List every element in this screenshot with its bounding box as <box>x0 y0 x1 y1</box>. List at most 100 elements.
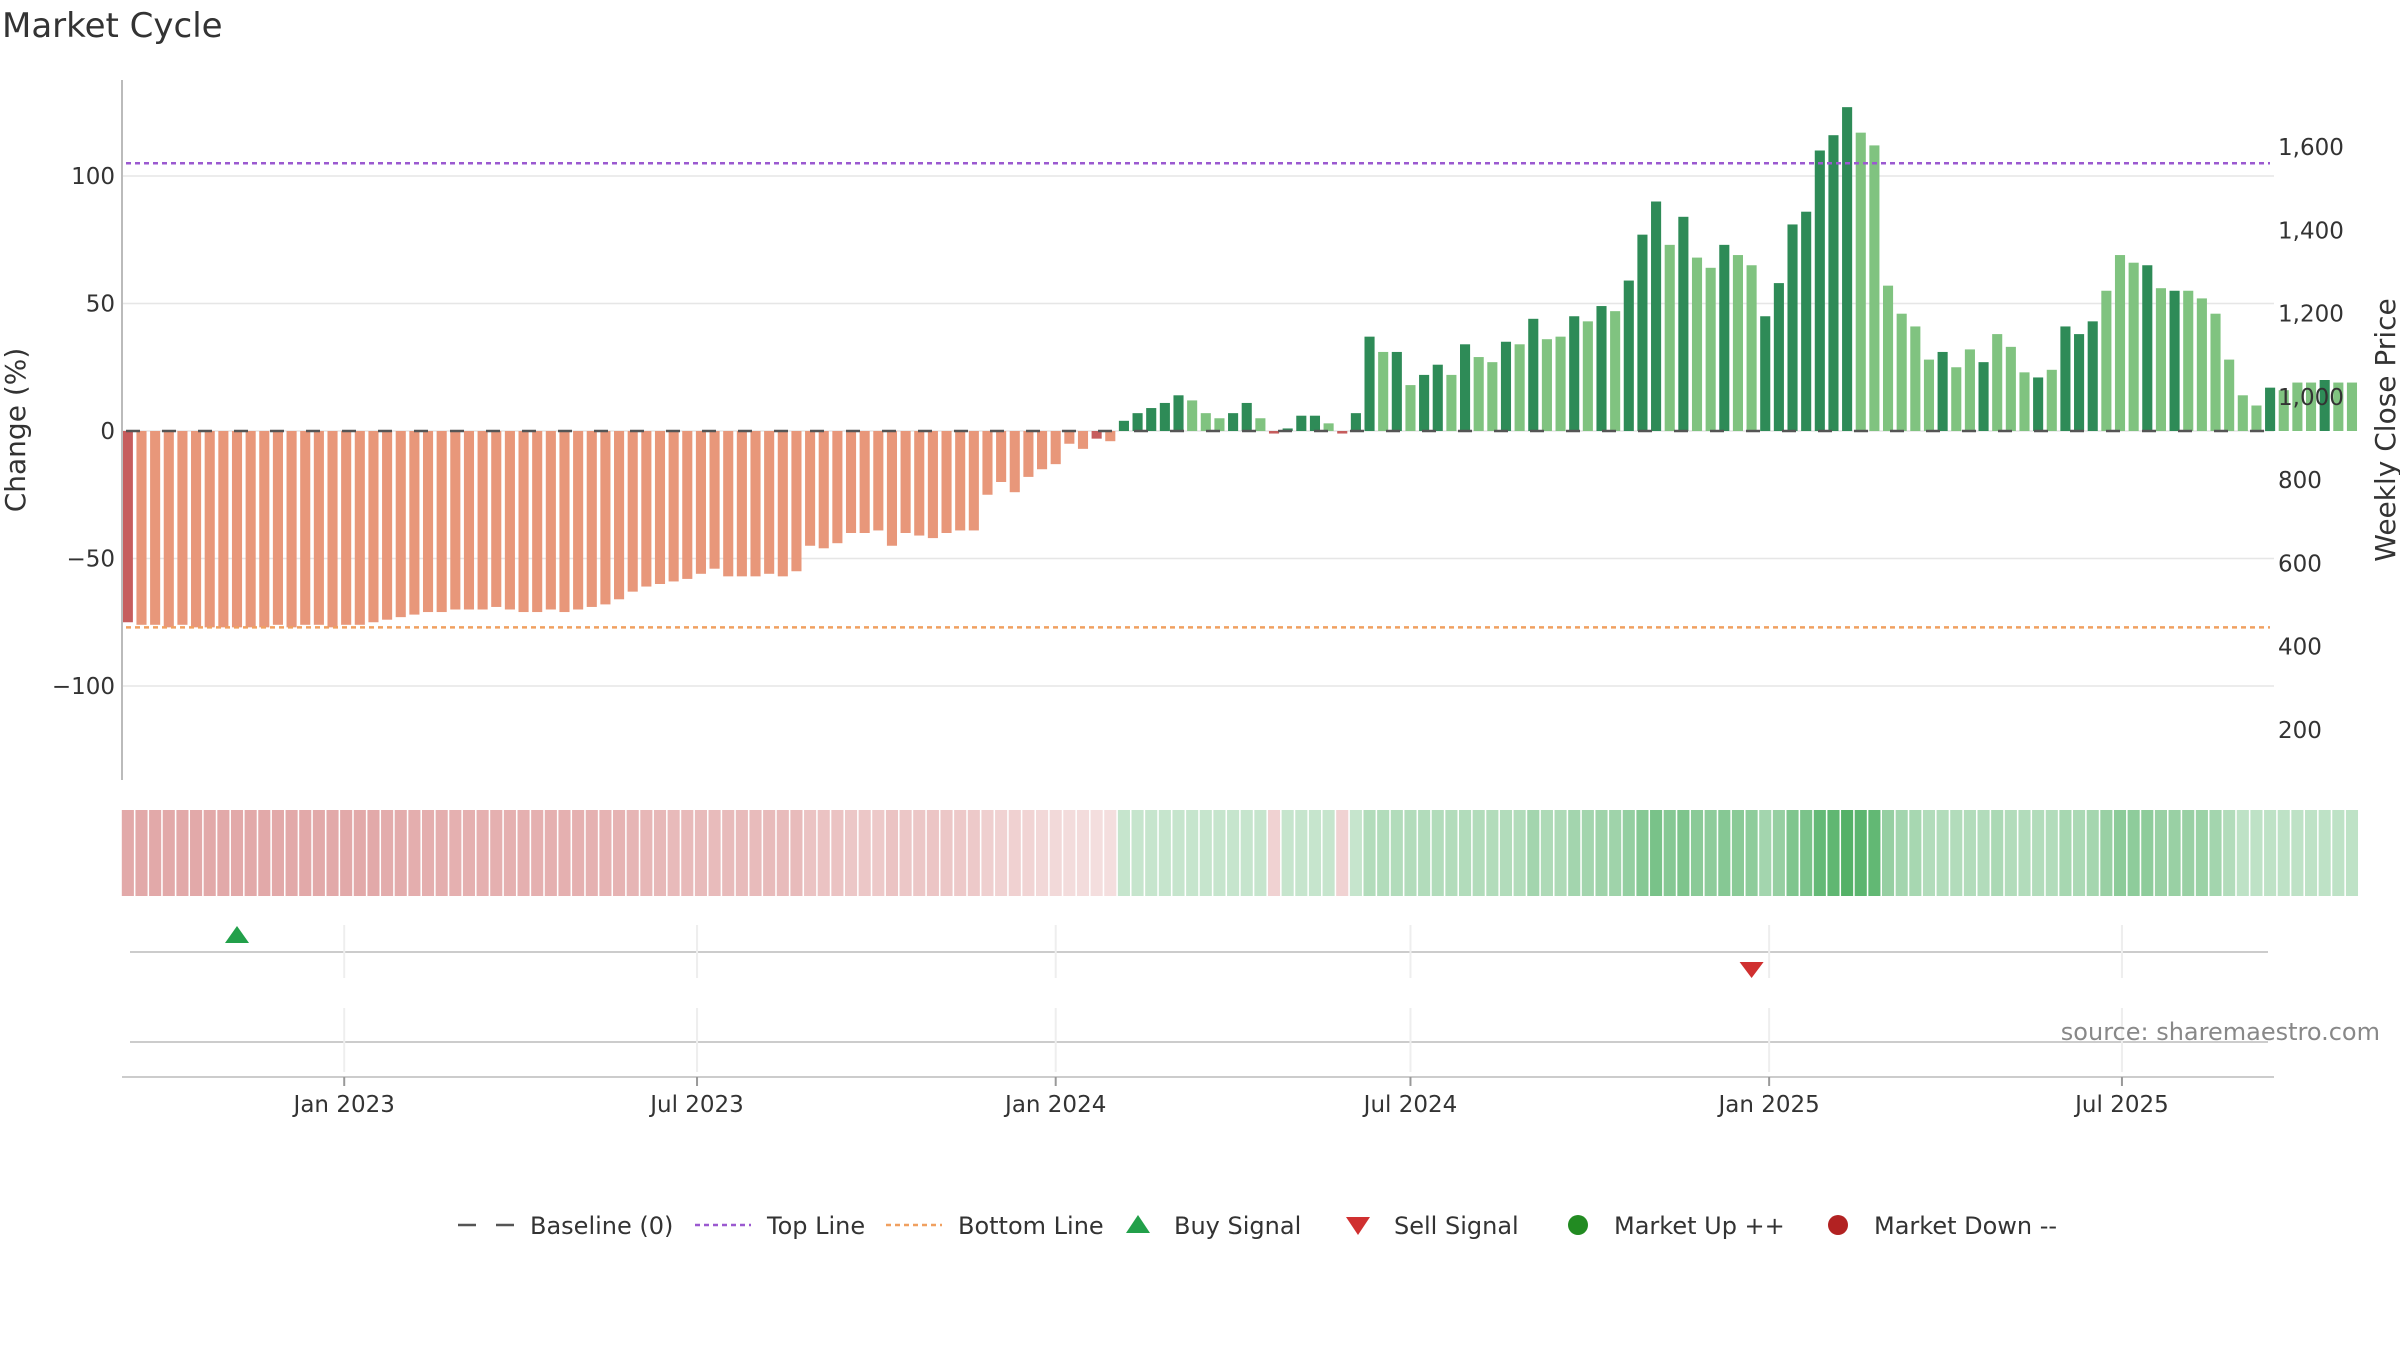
sell-signal-marker <box>1739 962 1764 978</box>
x-tick-label: Jul 2024 <box>1362 1092 1458 1118</box>
bar <box>1023 431 1034 477</box>
bar <box>1896 313 1907 431</box>
strip-cell <box>1800 810 1813 896</box>
strip-cell <box>1049 810 1062 896</box>
bar <box>1391 351 1402 431</box>
bar <box>354 431 365 625</box>
strip-cell <box>1472 810 1485 896</box>
strip-cell <box>2086 810 2099 896</box>
strip-cell <box>435 810 448 896</box>
strip-cell <box>2318 810 2331 896</box>
strip-cell <box>1063 810 1076 896</box>
strip-cell <box>203 810 216 896</box>
bar <box>1009 431 1020 493</box>
bar <box>2019 372 2030 431</box>
bar <box>1596 306 1607 431</box>
bar <box>177 431 188 625</box>
strip-cell <box>653 810 667 896</box>
legend-buy-swatch <box>1126 1215 1150 1233</box>
bar <box>1118 420 1129 431</box>
legend-item-up: Market Up ++ <box>1568 1212 1785 1240</box>
bar <box>1746 265 1757 431</box>
strip-cell <box>1745 810 1758 896</box>
bar <box>532 431 543 613</box>
bar <box>1296 415 1307 431</box>
strip-cell <box>1663 810 1676 896</box>
strip-cell <box>749 810 762 896</box>
strip-cell <box>1459 810 1472 896</box>
bar <box>463 431 475 610</box>
bar <box>1964 349 1975 431</box>
bar <box>750 431 761 577</box>
strip-cell <box>1527 810 1540 896</box>
strip-cell <box>135 810 148 896</box>
strip-cell <box>2345 810 2359 896</box>
bar <box>859 431 870 533</box>
bar <box>272 431 283 625</box>
strip-cell <box>681 810 694 896</box>
buy-signal-marker <box>225 926 250 943</box>
bar <box>1077 431 1089 449</box>
strip-cell <box>421 810 435 896</box>
strip-cell <box>967 810 980 896</box>
y-tick-label: −50 <box>66 547 115 573</box>
strip-cell <box>2236 810 2249 896</box>
bar <box>2251 405 2262 431</box>
strip-cell <box>2250 810 2263 896</box>
strip-cell <box>1540 810 1553 896</box>
bar <box>1187 400 1198 431</box>
strip-cell <box>585 810 598 896</box>
strip-cell <box>2100 810 2113 896</box>
bar <box>1050 431 1061 465</box>
strip-cell <box>299 810 312 896</box>
bar <box>2046 369 2057 431</box>
strip-cell <box>517 810 530 896</box>
bar <box>2033 377 2044 431</box>
bar <box>2060 326 2071 431</box>
bar <box>545 431 556 610</box>
bar <box>2278 390 2289 431</box>
bar <box>2005 346 2016 431</box>
bar <box>2169 290 2180 431</box>
bar <box>1173 395 1184 431</box>
strip-cell <box>1036 810 1049 896</box>
bar <box>382 431 393 620</box>
bar <box>1814 150 1825 431</box>
y2-axis-title: Weekly Close Price <box>2369 298 2400 561</box>
bar <box>1419 374 1430 431</box>
bar <box>996 431 1007 482</box>
strip-cell <box>1991 810 2004 896</box>
y2-tick-label: 200 <box>2278 718 2322 744</box>
bar <box>941 431 952 533</box>
bar <box>600 431 611 605</box>
strip-cell <box>1786 810 1799 896</box>
strip-cell <box>1609 810 1622 896</box>
strip-cell <box>1677 810 1690 896</box>
strip-cell <box>790 810 803 896</box>
bar <box>586 431 597 607</box>
strip-cell <box>2004 810 2017 896</box>
y2-tick-label: 600 <box>2278 551 2322 577</box>
strip-cell <box>599 810 612 896</box>
strip-cell <box>1090 810 1103 896</box>
bar <box>313 431 324 625</box>
strip-cell <box>353 810 366 896</box>
strip-cell <box>2154 810 2167 896</box>
bar <box>218 431 229 628</box>
bar <box>927 431 938 539</box>
strip-cell <box>176 810 189 896</box>
strip-cell <box>1922 810 1936 896</box>
strip-cell <box>1254 810 1267 896</box>
strip-cell <box>763 810 776 896</box>
strip-cell <box>2264 810 2277 896</box>
strip-cell <box>1731 810 1744 896</box>
strip-cell <box>1827 810 1840 896</box>
bar <box>1268 431 1280 434</box>
bar <box>2333 382 2344 431</box>
y-axis-title: Change (%) <box>0 348 32 513</box>
signal-panel <box>130 925 2268 1072</box>
x-tick-label: Jul 2023 <box>648 1092 744 1118</box>
strip-cell <box>2059 810 2072 896</box>
strip-cell <box>1213 810 1226 896</box>
strip-cell <box>2018 810 2031 896</box>
